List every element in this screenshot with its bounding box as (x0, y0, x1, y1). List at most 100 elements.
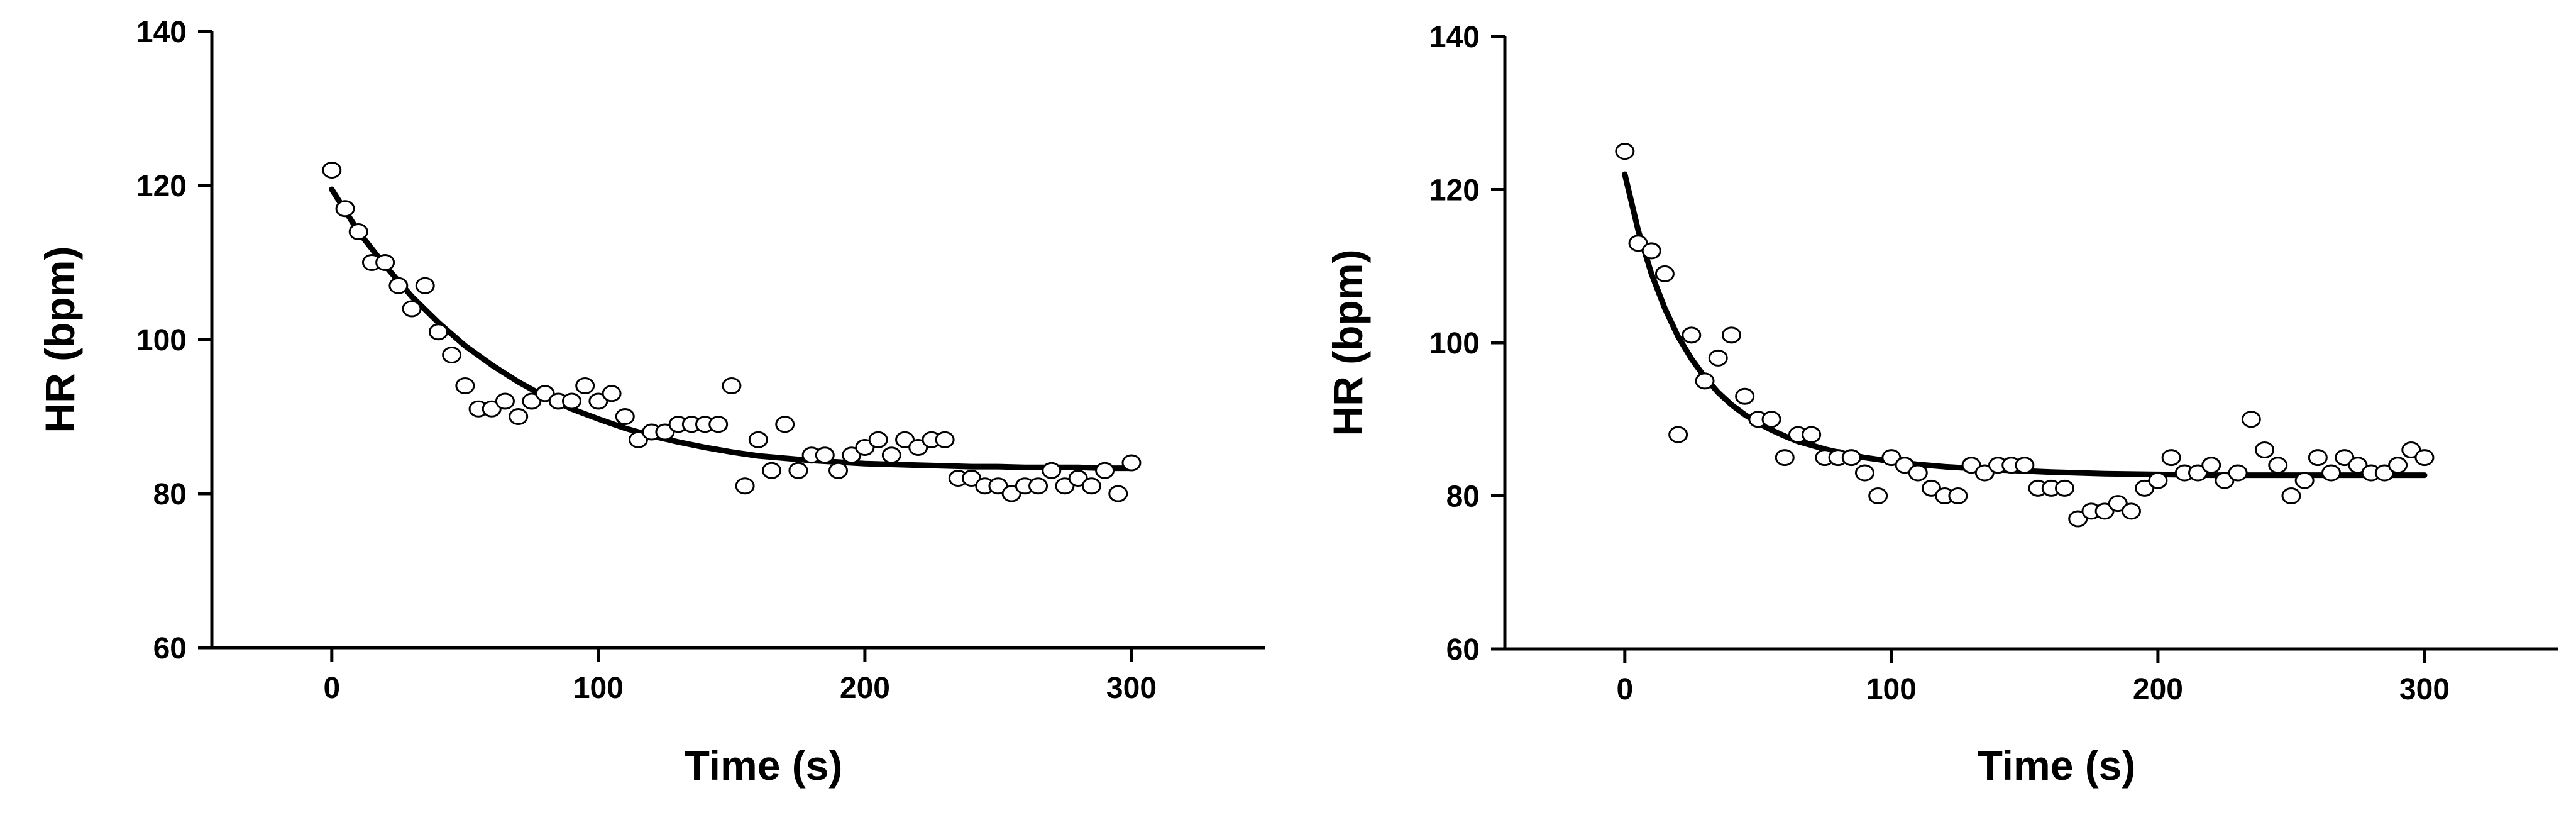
data-point (2335, 449, 2355, 467)
data-point (2228, 464, 2248, 482)
data-point (2414, 449, 2435, 467)
data-point (2201, 457, 2221, 474)
data-point (1121, 454, 1142, 472)
data-point (2148, 472, 2168, 489)
x-tick-label: 200 (840, 672, 890, 705)
data-point (455, 377, 475, 394)
data-point (402, 300, 422, 318)
x-tick-label: 100 (1866, 673, 1917, 706)
data-point (1775, 449, 1795, 467)
data-point (788, 462, 808, 479)
data-point (1095, 462, 1115, 479)
data-point (509, 408, 529, 425)
data-point (495, 392, 515, 410)
x-tick-label: 300 (1106, 672, 1157, 705)
data-point (442, 347, 462, 363)
chart-left: 60 80 100 120 140 0 100 200 300 Time (s) HR (bpm… (36, 16, 1265, 789)
data-point (2241, 411, 2261, 428)
y-tick-label: 120 (136, 170, 187, 203)
data-point (1961, 457, 1981, 474)
data-point (2094, 502, 2115, 520)
data-point (1948, 487, 1968, 504)
data-point (1695, 372, 1715, 390)
data-point (1682, 326, 1702, 344)
data-point (2255, 441, 2275, 458)
data-point (2161, 449, 2181, 467)
data-point (415, 277, 435, 294)
y-tick-label: 140 (1429, 21, 1480, 54)
data-point (1881, 449, 1902, 467)
data-point (1042, 462, 1062, 479)
x-tick-label: 0 (1616, 673, 1633, 706)
data-point (868, 431, 888, 448)
x-axis-title: Time (s) (1978, 742, 2136, 789)
data-point (2281, 487, 2301, 504)
fit-curve (329, 186, 1135, 472)
data-point (1761, 411, 1781, 428)
data-point (855, 439, 875, 456)
data-point (881, 446, 901, 464)
data-point (708, 416, 729, 433)
data-point (575, 377, 595, 394)
data-point (2122, 502, 2142, 520)
data-point (561, 392, 581, 410)
y-axis-title: HR (bpm) (36, 247, 83, 433)
data-point (388, 277, 409, 294)
data-point (895, 431, 915, 448)
data-point (628, 431, 648, 448)
data-point (602, 385, 622, 402)
data-point (2135, 479, 2155, 497)
data-point (748, 431, 768, 448)
data-point (2308, 449, 2328, 467)
data-point (2268, 457, 2288, 474)
data-point (2401, 441, 2421, 458)
data-point (1654, 265, 1675, 282)
x-tick-label: 300 (2399, 673, 2450, 706)
y-tick-label: 60 (153, 632, 187, 665)
data-point (2321, 464, 2342, 482)
data-point (348, 223, 368, 240)
data-point (1641, 242, 1661, 260)
y-tick-label: 60 (1446, 633, 1480, 667)
plot-layer-right: 60 80 100 120 140 0 100 200 300 (1429, 21, 2558, 706)
x-axis-title: Time (s) (685, 742, 843, 789)
data-point (1802, 426, 1822, 443)
data-point (2108, 495, 2128, 513)
data-point (1001, 485, 1021, 502)
x-tick-label: 100 (573, 672, 624, 705)
y-tick-label: 80 (1446, 480, 1480, 514)
x-tick-label: 0 (323, 672, 340, 705)
y-tick-label: 100 (1429, 327, 1480, 360)
chart-right: 60 80 100 120 140 0 100 200 300 Time (s) HR (bpm… (1324, 21, 2558, 789)
data-point (1615, 143, 1635, 160)
y-tick-label: 140 (136, 16, 187, 49)
x-tick-label: 200 (2133, 673, 2183, 706)
data-point (962, 470, 982, 487)
data-point (1908, 464, 1928, 482)
data-point (828, 462, 849, 479)
data-point (2068, 510, 2088, 528)
data-point (988, 477, 1008, 495)
data-point (375, 254, 395, 271)
data-point (2055, 479, 2075, 497)
data-point (1055, 477, 1075, 495)
data-point (535, 385, 555, 402)
data-point (428, 323, 448, 341)
data-point (1721, 326, 1741, 344)
data-point (322, 162, 342, 179)
data-point (1854, 464, 1874, 482)
data-point (335, 200, 355, 218)
data-point (2374, 464, 2394, 482)
data-point (482, 400, 502, 418)
data-point (615, 408, 635, 425)
plot-layer-left: 60 80 100 120 140 0 100 200 300 (136, 16, 1265, 705)
data-point (1974, 464, 1995, 482)
data-point (1628, 235, 1648, 252)
data-point (1108, 485, 1128, 502)
data-point (775, 416, 795, 433)
data-point (1921, 479, 1941, 497)
data-point (1841, 449, 1861, 467)
data-point (2388, 457, 2408, 474)
y-tick-label: 100 (136, 324, 187, 357)
fit-curve (1622, 171, 2428, 479)
